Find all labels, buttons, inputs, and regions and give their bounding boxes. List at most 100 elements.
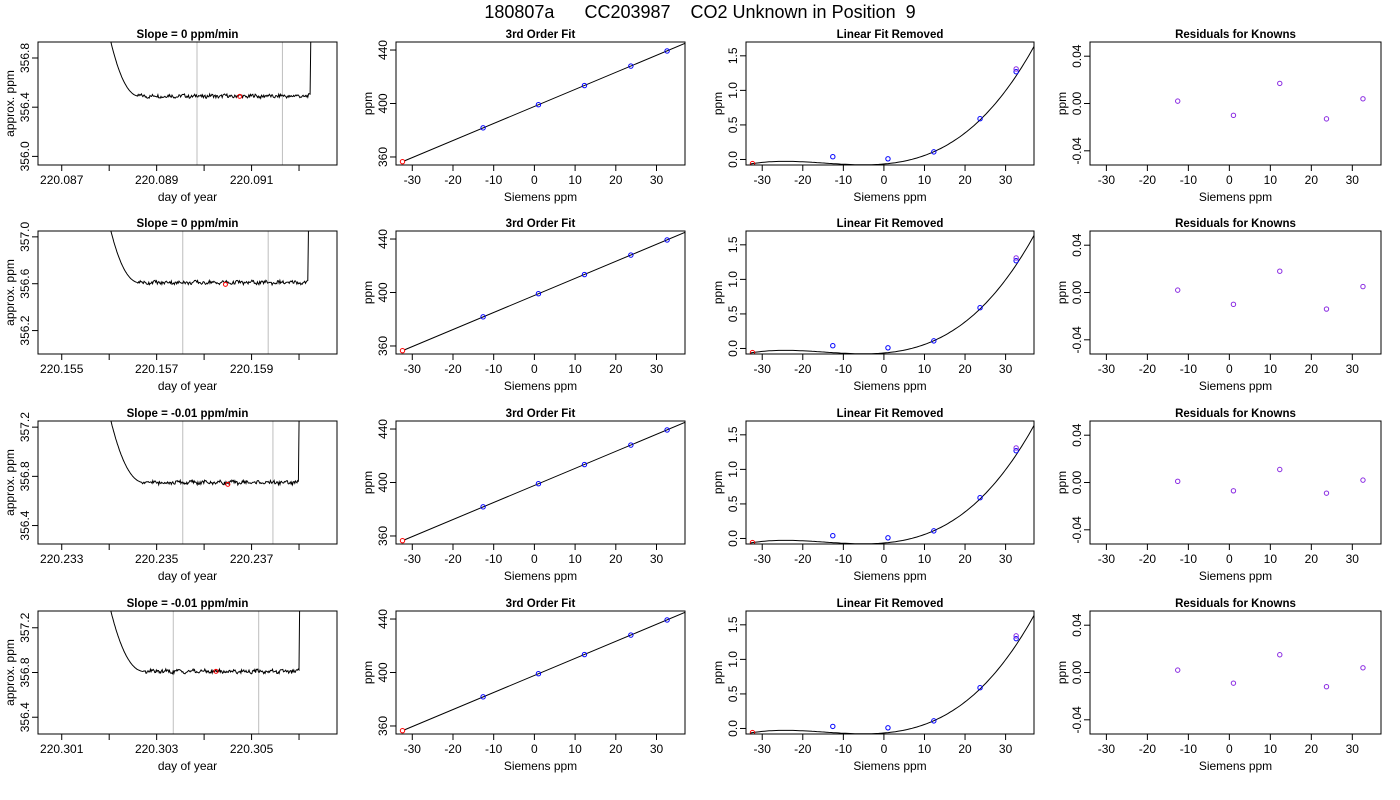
y-tick-label: 0.00 bbox=[1070, 470, 1084, 494]
x-tick-label: 220.301 bbox=[40, 742, 84, 756]
x-tick-label: -30 bbox=[404, 742, 422, 756]
data-point bbox=[480, 504, 486, 510]
panel-3-3: Residuals for Knowns -30 -20 -10 0 10 20 30 -0.0… bbox=[1055, 598, 1382, 773]
y-axis-label: approx. ppm bbox=[3, 259, 17, 326]
x-tick-label: 20 bbox=[609, 552, 623, 566]
cubic-curve bbox=[750, 614, 1034, 734]
data-point bbox=[1277, 466, 1283, 473]
panel-1-3: Residuals for Knowns -30 -20 -10 0 10 20 30 -0.0… bbox=[1055, 218, 1382, 393]
y-axis-label: ppm bbox=[361, 471, 375, 494]
y-tick-label: 400 bbox=[376, 662, 390, 682]
x-tick-label: -30 bbox=[1098, 552, 1116, 566]
x-tick-label: 20 bbox=[1305, 552, 1319, 566]
x-tick-label: -20 bbox=[1139, 742, 1157, 756]
x-tick-label: -30 bbox=[754, 742, 772, 756]
y-tick-label: 1.5 bbox=[726, 47, 740, 64]
y-tick-label: 356.4 bbox=[18, 92, 32, 122]
x-tick-label: 10 bbox=[568, 742, 582, 756]
x-tick-label: 20 bbox=[958, 552, 972, 566]
panel-2-2: Linear Fit Removed -30 -20 -10 0 10 20 30 0.0 0.5… bbox=[711, 408, 1035, 583]
fit-line bbox=[403, 231, 685, 351]
x-tick-label: 0 bbox=[1226, 362, 1233, 376]
data-point bbox=[1277, 80, 1283, 87]
panel-title: Residuals for Knowns bbox=[1175, 598, 1296, 610]
y-tick-label: 0.00 bbox=[1070, 280, 1084, 304]
x-tick-label: 10 bbox=[568, 173, 582, 187]
y-tick-label: 360 bbox=[376, 336, 390, 356]
plot-area bbox=[1175, 466, 1366, 496]
x-tick-label: 10 bbox=[568, 362, 582, 376]
plot-frame bbox=[37, 610, 338, 735]
y-tick-label: 0.04 bbox=[1070, 613, 1084, 637]
data-point bbox=[1360, 283, 1366, 290]
x-tick-label: 0 bbox=[881, 362, 888, 376]
x-axis-label: Siemens ppm bbox=[853, 379, 926, 393]
plot-area bbox=[110, 42, 312, 165]
x-tick-label: 220.235 bbox=[135, 552, 179, 566]
x-tick-label: -30 bbox=[1098, 362, 1116, 376]
data-point bbox=[628, 632, 634, 638]
data-point bbox=[628, 442, 634, 448]
plot-area bbox=[1175, 80, 1366, 122]
mean-marker bbox=[237, 93, 243, 99]
x-tick-label: -30 bbox=[404, 362, 422, 376]
data-point bbox=[977, 685, 983, 691]
sensor-trace bbox=[110, 421, 300, 487]
data-point bbox=[830, 723, 836, 730]
data-point bbox=[830, 533, 836, 539]
panel-title: 3rd Order Fit bbox=[506, 408, 576, 420]
mean-marker bbox=[213, 668, 219, 674]
x-tick-label: -30 bbox=[754, 173, 772, 187]
y-axis-label: ppm bbox=[361, 92, 375, 115]
x-tick-label: 10 bbox=[918, 742, 932, 756]
y-tick-label: 357.2 bbox=[18, 412, 32, 442]
y-tick-label: 400 bbox=[376, 472, 390, 492]
x-tick-label: -30 bbox=[754, 362, 772, 376]
mean-marker bbox=[222, 281, 228, 287]
y-tick-label: 356.8 bbox=[18, 461, 32, 491]
y-axis-label: approx. ppm bbox=[3, 449, 17, 516]
data-point bbox=[581, 271, 588, 278]
y-tick-label: 356.6 bbox=[18, 268, 32, 298]
data-point bbox=[535, 102, 542, 108]
x-tick-label: -10 bbox=[485, 742, 503, 756]
data-point bbox=[1230, 112, 1237, 119]
panel-3-2: Linear Fit Removed -30 -20 -10 0 10 20 30 0.0 0.5… bbox=[711, 598, 1035, 773]
x-tick-label: 10 bbox=[1264, 552, 1278, 566]
y-tick-label: -0.04 bbox=[1070, 137, 1084, 165]
x-axis-label: Siemens ppm bbox=[1199, 190, 1272, 204]
data-point bbox=[977, 305, 983, 311]
y-tick-label: 0.04 bbox=[1070, 44, 1084, 68]
panel-title: Slope = 0 ppm/min bbox=[137, 218, 239, 230]
x-tick-label: 20 bbox=[1305, 742, 1319, 756]
y-tick-label: 0.0 bbox=[726, 340, 740, 357]
data-point bbox=[1360, 96, 1366, 102]
data-point bbox=[1323, 490, 1330, 496]
panel-3-0: Slope = -0.01 ppm/min 220.301 220.303 220.3… bbox=[3, 598, 338, 773]
x-tick-label: -10 bbox=[1180, 362, 1198, 376]
data-point bbox=[931, 149, 937, 155]
x-tick-label: 30 bbox=[999, 362, 1013, 376]
y-tick-label: 1.0 bbox=[726, 651, 740, 668]
x-tick-label: 30 bbox=[999, 742, 1013, 756]
plot-frame bbox=[395, 41, 686, 166]
data-point bbox=[931, 718, 937, 724]
x-tick-label: 10 bbox=[918, 552, 932, 566]
panel-title: Slope = 0 ppm/min bbox=[137, 29, 239, 41]
data-point bbox=[749, 729, 756, 734]
x-axis-label: day of year bbox=[158, 190, 217, 204]
data-point bbox=[830, 154, 836, 160]
x-axis-label: Siemens ppm bbox=[853, 190, 926, 204]
y-tick-label: -0.04 bbox=[1070, 326, 1084, 354]
x-tick-label: -20 bbox=[1139, 362, 1157, 376]
x-tick-label: -20 bbox=[794, 742, 812, 756]
x-tick-label: -20 bbox=[1139, 552, 1157, 566]
data-point bbox=[535, 291, 542, 297]
y-tick-label: 440 bbox=[376, 419, 390, 439]
plot-area bbox=[749, 45, 1034, 165]
x-tick-label: -10 bbox=[835, 552, 853, 566]
x-tick-label: -10 bbox=[835, 362, 853, 376]
data-point bbox=[1175, 287, 1181, 293]
x-tick-label: -20 bbox=[1139, 173, 1157, 187]
